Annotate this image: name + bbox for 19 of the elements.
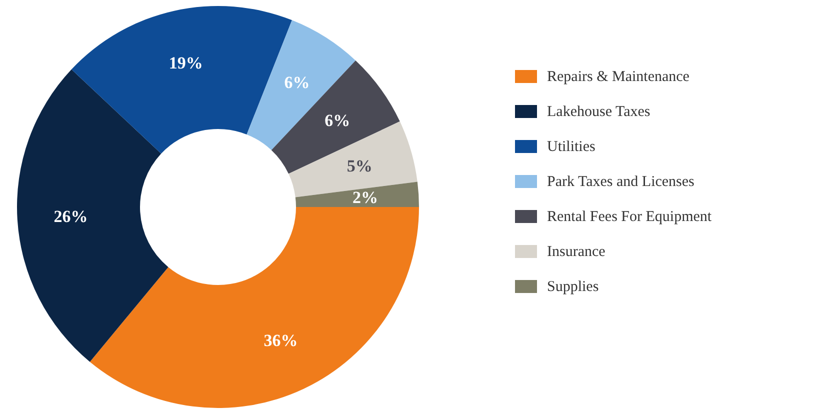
legend-label: Supplies: [547, 279, 599, 295]
legend-label: Repairs & Maintenance: [547, 69, 690, 85]
legend-label: Park Taxes and Licenses: [547, 174, 695, 190]
data-label: 36%: [264, 330, 298, 350]
data-label: 2%: [352, 188, 378, 208]
legend-label: Insurance: [547, 244, 606, 260]
data-label: 5%: [346, 156, 372, 176]
data-label: 6%: [324, 110, 350, 130]
data-label: 26%: [54, 206, 88, 226]
donut-slice: [271, 60, 400, 174]
donut-slice: [17, 69, 168, 362]
legend-label: Rental Fees For Equipment: [547, 209, 712, 225]
legend-label: Lakehouse Taxes: [547, 104, 650, 120]
donut-slice: [295, 182, 419, 207]
data-label: 19%: [168, 54, 203, 73]
donut-slice: [90, 207, 419, 408]
legend-label: Utilities: [547, 139, 596, 155]
data-label: 6%: [284, 72, 310, 92]
donut-slice: [246, 20, 356, 150]
